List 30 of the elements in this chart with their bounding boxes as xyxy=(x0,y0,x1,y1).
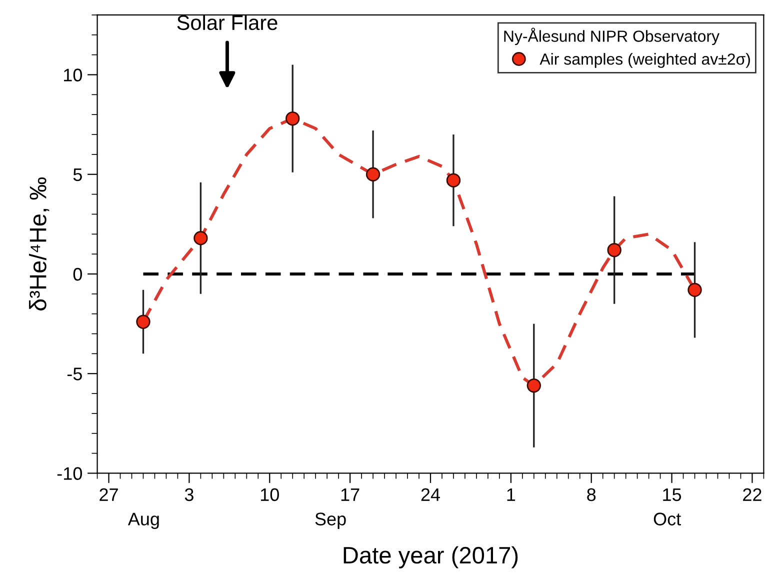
x-tick-label: 3 xyxy=(184,488,194,502)
y-tick-label: 0 xyxy=(73,268,82,281)
x-tick-label: 17 xyxy=(341,488,360,501)
point xyxy=(526,378,541,393)
x-tick-label: 1 xyxy=(507,488,516,501)
x-tick-label: 22 xyxy=(743,488,762,501)
annotation: Solar Flare xyxy=(177,14,278,30)
point xyxy=(286,111,300,126)
x-tick-label: 27 xyxy=(100,488,118,501)
y-tick-label: -10 xyxy=(57,467,82,480)
legend-title: Ny-Ålesund NIPR Observatory xyxy=(504,28,720,46)
point xyxy=(366,167,380,182)
legend-label: Air samples (weighted av±2σ) xyxy=(540,53,750,68)
point xyxy=(446,173,461,188)
y-tick-label: 5 xyxy=(73,168,82,182)
y-tick-label: -5 xyxy=(67,368,82,380)
point xyxy=(136,314,150,329)
point xyxy=(688,282,702,298)
x-tick-label: 10 xyxy=(260,488,279,502)
point xyxy=(607,242,622,258)
point xyxy=(194,231,208,246)
x-tick-label: 24 xyxy=(421,488,440,501)
text: Aug xyxy=(128,512,159,530)
x-axis-title: Date year (2017) xyxy=(344,546,518,568)
text: Oct xyxy=(654,512,681,526)
y-axis-title: δ³He/⁴He, ‰ xyxy=(29,177,50,310)
text: Sep xyxy=(315,512,346,530)
x-tick-label: 15 xyxy=(663,488,682,502)
y-tick-label: 10 xyxy=(64,68,82,82)
x-tick-label: 8 xyxy=(587,488,596,502)
